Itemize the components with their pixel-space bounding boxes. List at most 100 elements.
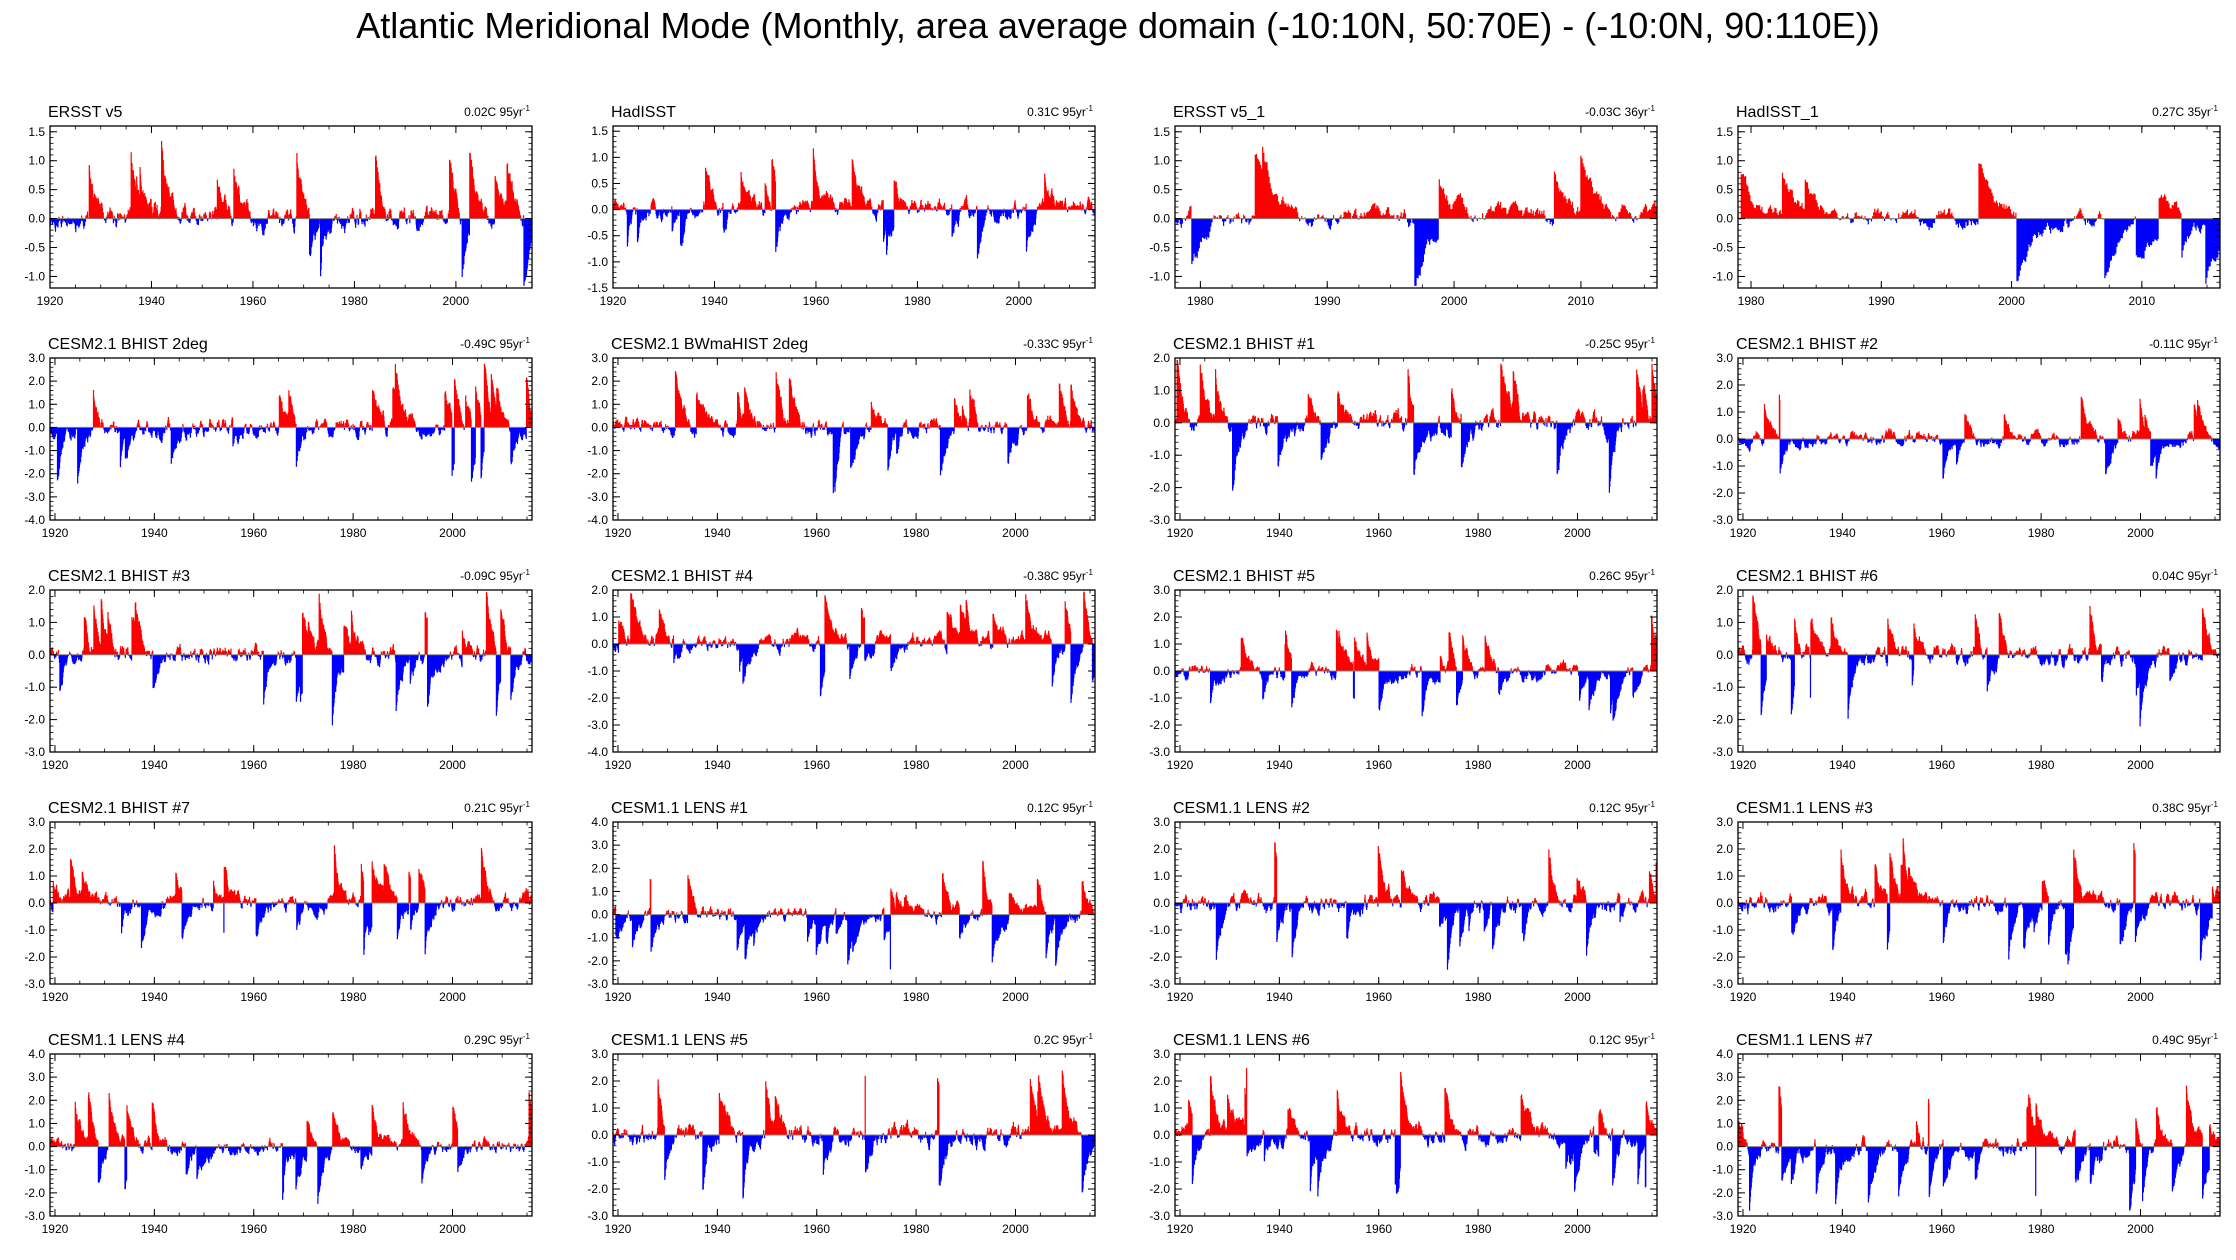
y-tick-label: 1.0 xyxy=(1153,869,1170,883)
y-tick-label: 3.0 xyxy=(1716,815,1733,829)
y-tick-label: 1.0 xyxy=(28,1116,45,1130)
x-tick-label: 2000 xyxy=(1002,526,1029,540)
panel-title: CESM2.1 BHIST #3 xyxy=(48,568,190,585)
y-tick-label: 3.0 xyxy=(28,351,45,365)
y-tick-label: 3.0 xyxy=(591,838,608,852)
y-tick-label: 2.0 xyxy=(591,1074,608,1088)
y-tick-label: -1.0 xyxy=(1149,1155,1170,1169)
positive-anomaly-bars xyxy=(1737,163,2182,219)
x-tick-label: 1980 xyxy=(903,758,930,772)
y-tick-label: -1.0 xyxy=(587,444,608,458)
y-tick-label: 4.0 xyxy=(1716,1047,1733,1061)
x-tick-label: 1980 xyxy=(2028,990,2055,1004)
panel-4: 1.5 1.0 0.5 0.0 -0.5 -1.0 1980 1990 2000 2010 HadI… xyxy=(1712,104,2221,308)
trend-value: 0.31C 95yr xyxy=(1027,105,1086,119)
y-tick-label: 1.0 xyxy=(1153,637,1170,651)
y-tick-label: 1.0 xyxy=(1716,154,1733,168)
y-tick-label: 2.0 xyxy=(1716,1093,1733,1107)
x-tick-label: 1990 xyxy=(1868,294,1895,308)
x-tick-label: 1920 xyxy=(605,1222,632,1236)
y-tick-label: -1.0 xyxy=(1149,923,1170,937)
y-tick-label: 3.0 xyxy=(591,1047,608,1061)
plot-frame xyxy=(612,821,1096,985)
y-tick-label: -3.0 xyxy=(1712,1209,1733,1223)
trend-exponent: -1 xyxy=(2211,800,2219,809)
trend-value: 0.21C 95yr xyxy=(464,801,523,815)
y-tick-label: -2.0 xyxy=(1712,486,1733,500)
y-tick-label: -1.5 xyxy=(587,281,608,295)
positive-anomaly-bars xyxy=(612,371,1093,428)
trend-label: -0.03C 36yr-1 xyxy=(1585,104,1655,119)
x-tick-label: 1920 xyxy=(1730,758,1757,772)
y-tick-label: 3.0 xyxy=(1153,815,1170,829)
figure-title: Atlantic Meridional Mode (Monthly, area … xyxy=(356,5,1880,46)
trend-exponent: -1 xyxy=(1086,568,1094,577)
panel-title: CESM2.1 BHIST #4 xyxy=(611,568,753,585)
x-tick-label: 2000 xyxy=(1564,758,1591,772)
trend-value: 0.2C 95yr xyxy=(1034,1033,1086,1047)
y-tick-label: 0.0 xyxy=(28,212,45,226)
x-tick-label: 1920 xyxy=(42,758,69,772)
trend-exponent: -1 xyxy=(2211,1032,2219,1041)
x-tick-label: 1940 xyxy=(1266,1222,1293,1236)
y-tick-label: -1.0 xyxy=(24,1163,45,1177)
plot-frame xyxy=(49,357,533,521)
trend-value: -0.33C 95yr xyxy=(1023,337,1086,351)
trend-value: -0.03C 36yr xyxy=(1585,105,1648,119)
x-tick-label: 1960 xyxy=(803,990,830,1004)
x-tick-label: 1980 xyxy=(340,758,367,772)
y-tick-label: -3.0 xyxy=(1149,1209,1170,1223)
y-tick-label: -3.0 xyxy=(24,1209,45,1223)
y-tick-label: 0.0 xyxy=(591,203,608,217)
negative-anomaly-bars xyxy=(53,654,533,726)
x-tick-label: 1980 xyxy=(341,294,368,308)
trend-label: 0.12C 95yr-1 xyxy=(1589,800,1655,815)
negative-anomaly-bars xyxy=(1737,439,2221,479)
x-tick-label: 2000 xyxy=(2127,758,2154,772)
panel-title: CESM1.1 LENS #4 xyxy=(48,1032,185,1049)
y-tick-label: -2.0 xyxy=(587,467,608,481)
panel-3: 1.5 1.0 0.5 0.0 -0.5 -1.0 1980 1990 2000 2010 ERSS… xyxy=(1149,104,1658,308)
y-tick-label: 1.0 xyxy=(591,1101,608,1115)
y-tick-label: 4.0 xyxy=(591,815,608,829)
y-tick-label: 1.0 xyxy=(28,615,45,629)
y-tick-label: -3.0 xyxy=(24,490,45,504)
plot-frame xyxy=(1737,589,2221,753)
y-tick-label: -2.0 xyxy=(24,713,45,727)
negative-anomaly-bars xyxy=(1176,1135,1647,1197)
panel-title: HadISST xyxy=(611,104,676,121)
x-tick-label: 1960 xyxy=(1928,1222,1955,1236)
panel-title: CESM2.1 BHIST #1 xyxy=(1173,336,1315,353)
y-tick-label: 0.0 xyxy=(1153,212,1170,226)
y-tick-label: -2.0 xyxy=(587,691,608,705)
y-tick-label: -1.0 xyxy=(1712,680,1733,694)
positive-anomaly-bars xyxy=(49,591,527,655)
negative-anomaly-bars xyxy=(50,903,531,955)
x-tick-label: 1940 xyxy=(704,1222,731,1236)
y-tick-label: 2.0 xyxy=(28,842,45,856)
y-tick-label: -0.5 xyxy=(1712,241,1733,255)
trend-value: -0.49C 95yr xyxy=(460,337,523,351)
x-tick-label: 1940 xyxy=(141,526,168,540)
y-tick-label: 0.0 xyxy=(591,1128,608,1142)
trend-exponent: -1 xyxy=(523,568,531,577)
x-tick-label: 2000 xyxy=(439,526,466,540)
x-tick-label: 2000 xyxy=(439,1222,466,1236)
x-tick-label: 1960 xyxy=(240,758,267,772)
y-tick-label: -3.0 xyxy=(1712,977,1733,991)
y-tick-label: 0.0 xyxy=(28,896,45,910)
y-tick-label: 0.0 xyxy=(1716,896,1733,910)
x-tick-label: 2000 xyxy=(1564,526,1591,540)
y-tick-label: 1.0 xyxy=(591,610,608,624)
x-tick-label: 2000 xyxy=(1564,1222,1591,1236)
x-tick-label: 2000 xyxy=(1006,294,1033,308)
negative-anomaly-bars xyxy=(49,218,533,286)
trend-value: 0.12C 95yr xyxy=(1589,801,1648,815)
x-tick-label: 1940 xyxy=(1829,758,1856,772)
trend-value: 0.26C 95yr xyxy=(1589,569,1648,583)
